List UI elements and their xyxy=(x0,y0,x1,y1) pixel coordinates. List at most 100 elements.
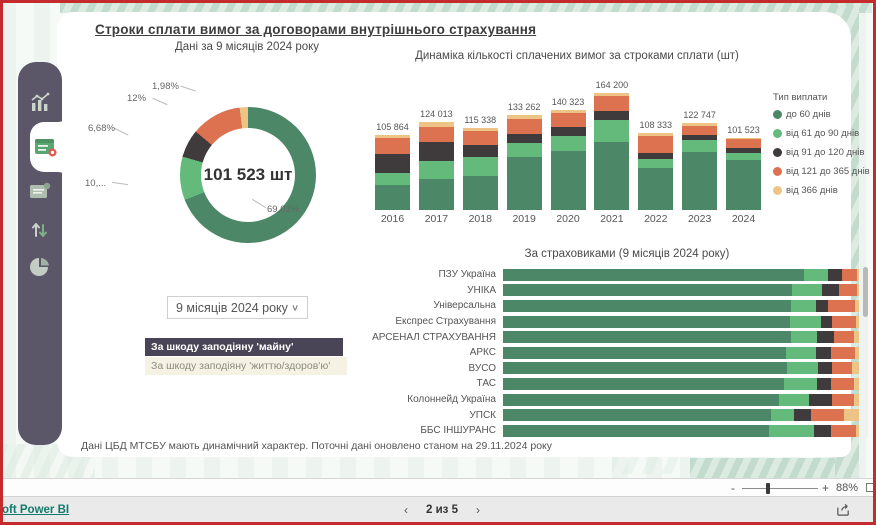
bar-segment[interactable] xyxy=(820,315,832,328)
sidebar-item-payment-terms-active[interactable] xyxy=(18,122,70,172)
bar-segment[interactable] xyxy=(375,154,410,174)
bar-segment[interactable] xyxy=(832,393,854,406)
bar-segment[interactable] xyxy=(856,284,859,297)
bar-segment[interactable] xyxy=(550,113,586,128)
bar-segment[interactable] xyxy=(810,409,844,422)
bar-segment[interactable] xyxy=(785,346,816,359)
bar-segment[interactable] xyxy=(815,299,829,312)
stacked-bar-2021[interactable]: 164 200 xyxy=(594,80,630,210)
bar-segment[interactable] xyxy=(814,424,831,437)
bar-segment[interactable] xyxy=(375,173,410,186)
legend-item[interactable]: від 91 до 120 днів xyxy=(773,147,876,158)
bar-segment[interactable] xyxy=(682,139,718,153)
bar-segment[interactable] xyxy=(726,147,761,153)
bar-segment[interactable] xyxy=(506,118,542,135)
bar-segment[interactable] xyxy=(594,111,630,120)
sidebar-item-documents[interactable] xyxy=(18,174,62,208)
bar-segment[interactable] xyxy=(462,127,498,132)
bar-segment[interactable] xyxy=(503,284,793,297)
zoom-slider-thumb[interactable] xyxy=(766,483,770,494)
stacked-bar-2020[interactable]: 140 323 xyxy=(550,97,586,210)
stacked-bar-2019[interactable]: 133 262 xyxy=(506,102,542,210)
bar-segment[interactable] xyxy=(778,393,809,406)
stacked-bar-2022[interactable]: 108 333 xyxy=(638,120,674,210)
bar-segment[interactable] xyxy=(831,377,854,390)
bar-segment[interactable] xyxy=(550,151,586,210)
bar-segment[interactable] xyxy=(816,331,835,344)
bar-segment[interactable] xyxy=(506,115,542,119)
bar-segment[interactable] xyxy=(418,179,454,210)
bar-segment[interactable] xyxy=(503,299,792,312)
next-page-button[interactable]: › xyxy=(475,503,480,517)
bar-segment[interactable] xyxy=(790,331,817,344)
bar-segment[interactable] xyxy=(831,315,857,328)
stacked-bar-2017[interactable]: 124 013 xyxy=(418,109,454,210)
filter-button-life-health[interactable]: За шкоду заподіяну 'життю/здоров'ю' xyxy=(145,357,347,375)
bar-segment[interactable] xyxy=(375,185,410,210)
share-button[interactable] xyxy=(836,502,852,518)
sidebar-item-pie[interactable] xyxy=(18,250,62,284)
bar-segment[interactable] xyxy=(815,346,831,359)
filter-button-property-damage[interactable]: За шкоду заподіяну 'майну' xyxy=(145,338,343,356)
bar-segment[interactable] xyxy=(830,346,855,359)
prev-page-button[interactable]: ‹ xyxy=(404,503,408,517)
bar-segment[interactable] xyxy=(638,136,674,153)
bar-segment[interactable] xyxy=(682,125,718,135)
zoom-in-button[interactable]: + xyxy=(822,481,830,495)
bar-segment[interactable] xyxy=(462,131,498,146)
bar-segment[interactable] xyxy=(855,424,859,437)
bar-segment[interactable] xyxy=(506,156,542,210)
bar-segment[interactable] xyxy=(834,331,854,344)
bar-segment[interactable] xyxy=(804,268,828,281)
insurers-scrollbar-thumb[interactable] xyxy=(863,267,868,317)
insurer-bar-УНІКА[interactable] xyxy=(503,284,859,297)
bar-segment[interactable] xyxy=(638,168,674,210)
insurer-bar-УПСК[interactable] xyxy=(503,409,859,422)
bar-segment[interactable] xyxy=(594,142,630,210)
legend-item[interactable]: до 60 днів xyxy=(773,109,876,120)
bar-segment[interactable] xyxy=(418,126,454,142)
insurer-bar-ТАС[interactable] xyxy=(503,377,859,390)
bar-segment[interactable] xyxy=(794,409,811,422)
bar-segment[interactable] xyxy=(839,284,857,297)
bar-segment[interactable] xyxy=(791,299,816,312)
bar-segment[interactable] xyxy=(682,134,718,140)
bar-segment[interactable] xyxy=(638,159,674,169)
bar-segment[interactable] xyxy=(418,160,454,180)
bar-segment[interactable] xyxy=(503,377,785,390)
bar-segment[interactable] xyxy=(638,152,674,160)
stacked-bar-2018[interactable]: 115 338 xyxy=(462,115,498,210)
stacked-bar-2016[interactable]: 105 864 xyxy=(375,122,410,210)
bar-segment[interactable] xyxy=(594,93,630,97)
bar-segment[interactable] xyxy=(855,299,859,312)
insurers-scrollbar[interactable] xyxy=(863,267,868,439)
insurer-bar-ВУСО[interactable] xyxy=(503,362,859,375)
bar-segment[interactable] xyxy=(856,315,859,328)
zoom-slider-track[interactable] xyxy=(742,488,818,489)
bar-segment[interactable] xyxy=(726,139,761,148)
bar-segment[interactable] xyxy=(831,362,853,375)
bar-segment[interactable] xyxy=(418,141,454,161)
bar-segment[interactable] xyxy=(550,135,586,152)
bar-segment[interactable] xyxy=(550,127,586,136)
bar-segment[interactable] xyxy=(828,299,856,312)
bar-segment[interactable] xyxy=(503,315,790,328)
bar-segment[interactable] xyxy=(817,362,832,375)
insurer-bar-Колоннейд Україна[interactable] xyxy=(503,393,859,406)
legend-item[interactable]: від 61 до 90 днів xyxy=(773,128,876,139)
donut-ring[interactable] xyxy=(180,107,316,243)
bar-segment[interactable] xyxy=(462,145,498,157)
period-dropdown[interactable]: 9 місяців 2024 року ∨ xyxy=(167,296,308,319)
bar-segment[interactable] xyxy=(462,175,498,210)
bar-segment[interactable] xyxy=(462,156,498,176)
sidebar-item-analytics[interactable] xyxy=(18,86,62,120)
fit-to-page-icon[interactable] xyxy=(866,483,875,492)
insurer-bar-ПЗУ Україна[interactable] xyxy=(503,268,859,281)
bar-segment[interactable] xyxy=(682,122,718,126)
legend-item[interactable]: від 121 до 365 днів xyxy=(773,166,876,177)
bar-segment[interactable] xyxy=(418,121,454,127)
bar-segment[interactable] xyxy=(726,137,761,140)
bar-segment[interactable] xyxy=(506,143,542,157)
bar-segment[interactable] xyxy=(550,110,586,114)
bar-segment[interactable] xyxy=(787,362,818,375)
